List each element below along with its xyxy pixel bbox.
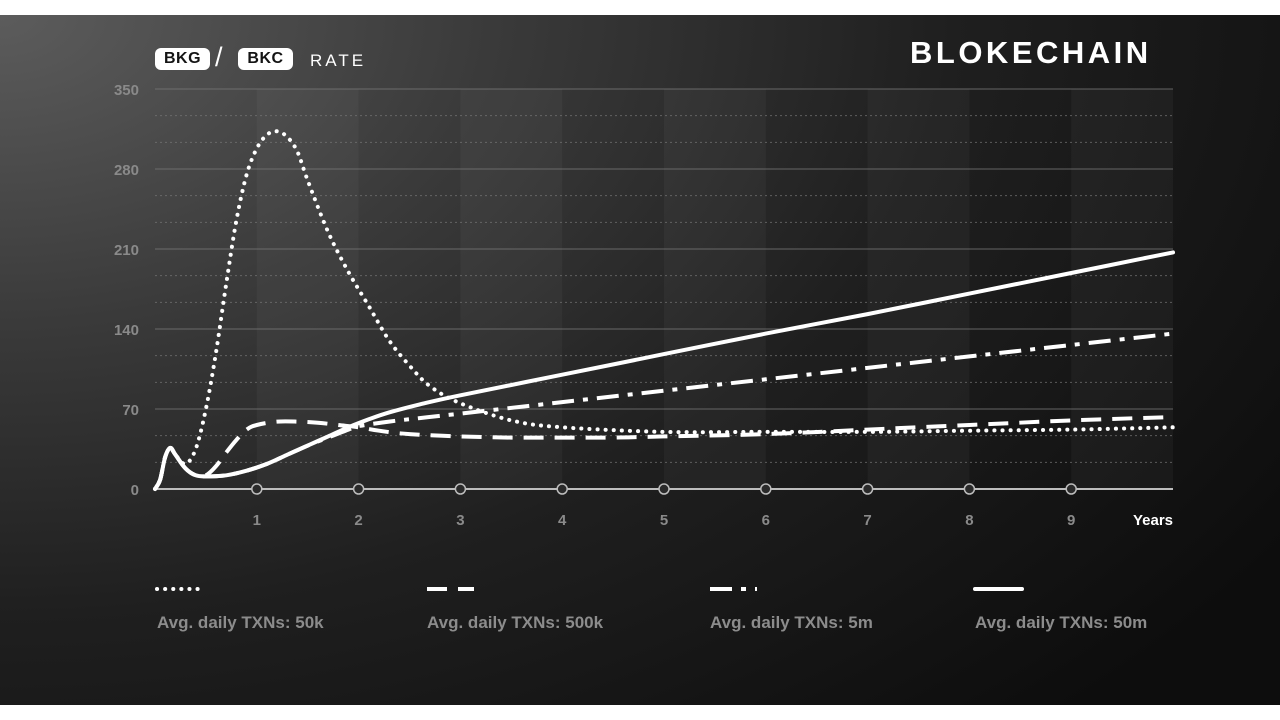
legend: Avg. daily TXNs: 50k Avg. daily TXNs: 500… xyxy=(155,587,1147,632)
y-tick-label: 350 xyxy=(114,82,139,99)
x-tick-marker xyxy=(963,483,976,495)
x-tick-label: 4 xyxy=(558,512,567,529)
x-tick-label: 8 xyxy=(965,512,973,529)
rate-label: RATE xyxy=(310,51,367,70)
x-axis-label: Years xyxy=(1133,512,1173,529)
gridlines: 0 70 140 210 280 350 xyxy=(114,82,1173,499)
x-tick-label: 9 xyxy=(1067,512,1075,529)
x-tick-label: 7 xyxy=(863,512,871,529)
x-tick-label: 5 xyxy=(660,512,668,529)
y-tick-label: 70 xyxy=(122,402,139,419)
x-tick-label: 1 xyxy=(253,512,261,529)
y-tick-label: 0 xyxy=(131,482,139,499)
pair-separator: / xyxy=(215,42,223,72)
x-tick-marker xyxy=(861,483,874,495)
base-token-badge: BKG xyxy=(155,48,210,70)
chart-slide: BKG / BKC RATE BLOKECHAIN 0 70 140 210 280 35… xyxy=(0,15,1280,705)
brand-logo: BLOKECHAIN xyxy=(910,35,1152,70)
legend-label: Avg. daily TXNs: 5m xyxy=(710,613,873,632)
column-band xyxy=(664,89,766,489)
series-line-dotted xyxy=(153,129,1175,491)
x-tick-marker xyxy=(454,483,467,495)
x-tick-marker xyxy=(352,483,365,495)
column-band xyxy=(460,89,562,489)
series-line-solid xyxy=(153,250,1175,491)
x-tick-marker xyxy=(251,483,263,495)
x-tick-label: 3 xyxy=(456,512,464,529)
legend-label: Avg. daily TXNs: 50k xyxy=(157,613,324,632)
quote-token-badge: BKC xyxy=(238,48,293,70)
y-tick-label: 140 xyxy=(114,322,139,339)
x-axis: 1 2 3 4 5 6 7 8 9 Years xyxy=(155,483,1173,529)
y-tick-label: 280 xyxy=(114,162,139,179)
x-tick-marker xyxy=(1065,483,1077,495)
legend-label: Avg. daily TXNs: 50m xyxy=(975,613,1147,632)
legend-label: Avg. daily TXNs: 500k xyxy=(427,613,604,632)
x-tick-marker xyxy=(556,483,568,495)
y-tick-label: 210 xyxy=(114,242,139,259)
x-tick-label: 6 xyxy=(762,512,770,529)
x-tick-marker xyxy=(658,483,670,495)
rate-chart: 0 70 140 210 280 350 1 2 3 4 5 6 7 8 9 Years Avg. dail… xyxy=(114,82,1175,632)
series-lines xyxy=(153,129,1175,491)
x-tick-label: 2 xyxy=(354,512,362,529)
x-tick-marker xyxy=(760,483,772,495)
